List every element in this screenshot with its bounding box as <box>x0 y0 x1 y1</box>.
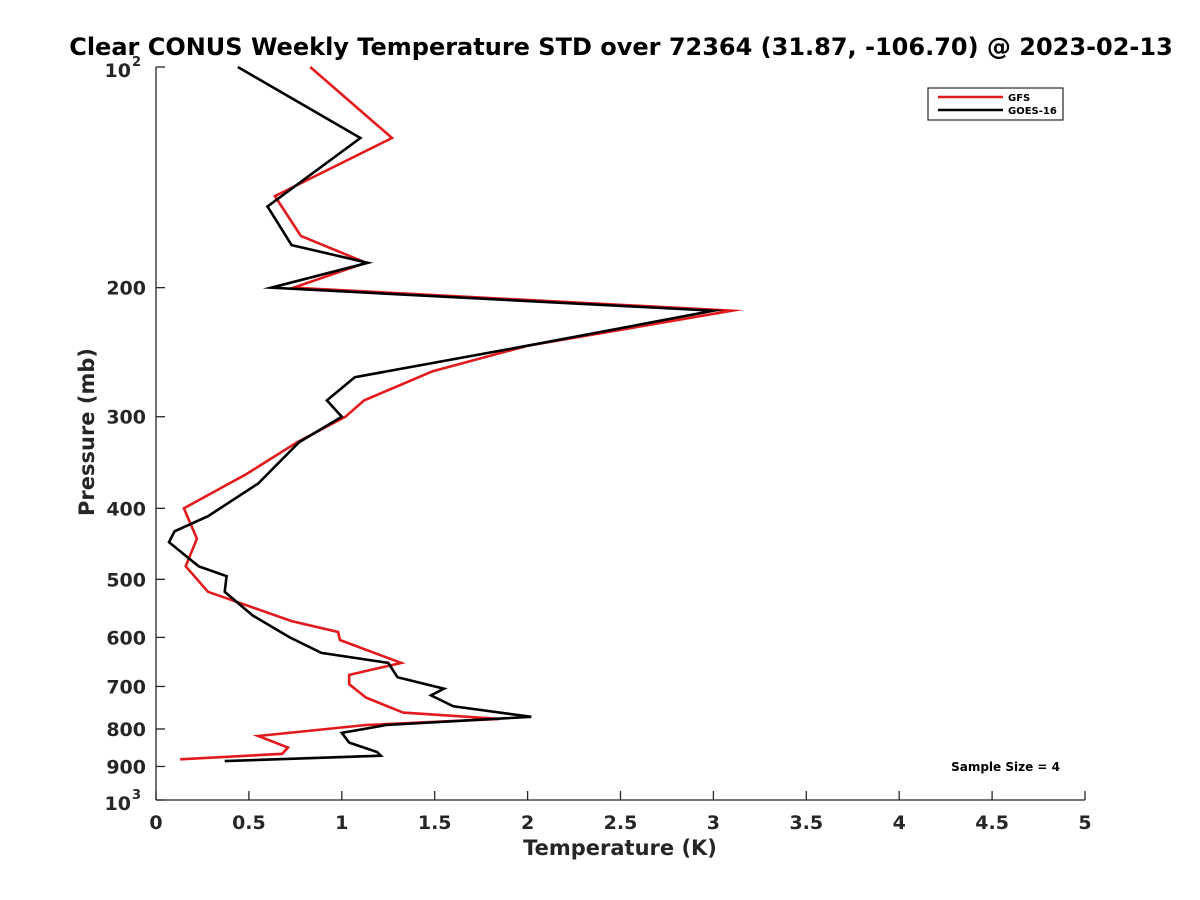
x-tick-label: 0 <box>149 812 162 834</box>
y-tick-label: 800 <box>106 719 146 741</box>
legend: GFS GOES-16 <box>927 87 1064 121</box>
x-tick-label: 1 <box>335 812 348 834</box>
x-tick-label: 3 <box>707 812 720 834</box>
x-tick-label: 3.5 <box>789 812 823 834</box>
y-tick-label: 400 <box>106 498 146 520</box>
x-tick-label: 5 <box>1078 812 1091 834</box>
y-tick-label: 700 <box>106 676 146 698</box>
x-tick-label: 0.5 <box>232 812 266 834</box>
y-axis-label: Pressure (mb) <box>75 348 99 516</box>
x-tick-label: 2.5 <box>604 812 638 834</box>
series-line-goes-16 <box>167 65 725 763</box>
chart-title: Clear CONUS Weekly Temperature STD over … <box>69 33 1173 61</box>
x-tick-label: 2 <box>521 812 534 834</box>
y-tick-label: 10 <box>105 793 131 815</box>
sample-size-annotation: Sample Size = 4 <box>951 760 1060 774</box>
legend-label: GFS <box>1008 93 1030 104</box>
y-tick-exponent: 2 <box>132 55 141 70</box>
plot-lines <box>167 65 744 763</box>
y-tick-label: 600 <box>106 627 146 649</box>
x-tick-label: 4.5 <box>975 812 1009 834</box>
x-tick-label: 4 <box>893 812 906 834</box>
legend-label: GOES-16 <box>1008 106 1057 117</box>
x-tick-label: 1.5 <box>418 812 452 834</box>
y-tick-label: 500 <box>106 569 146 591</box>
y-tick-label: 10 <box>105 60 131 82</box>
axes: 0 0.5 1 1.5 2 2.5 3 3.5 4 4.5 510 22003004005006007… <box>105 55 1092 834</box>
series-line-gfs <box>180 66 744 761</box>
legend-box <box>927 87 1064 121</box>
y-tick-label: 300 <box>106 407 146 429</box>
y-tick-label: 900 <box>106 756 146 778</box>
x-axis-label: Temperature (K) <box>523 836 717 860</box>
y-tick-label: 200 <box>106 278 146 300</box>
y-tick-exponent: 3 <box>132 788 141 803</box>
